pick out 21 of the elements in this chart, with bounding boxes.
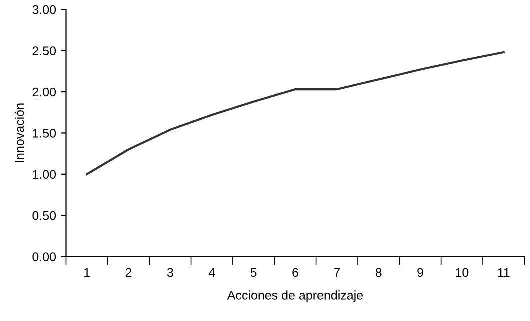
x-tick-label: 3: [167, 268, 174, 278]
y-tick-label: 1.50: [33, 129, 56, 138]
x-tick-label: 9: [418, 268, 424, 278]
y-axis-title: Innovación: [14, 104, 24, 162]
y-tick-label: 2.50: [32, 46, 56, 56]
y-tick-label: 2.00: [32, 88, 56, 97]
x-tick-label: 7: [334, 268, 340, 277]
x-tick-label: 4: [208, 268, 216, 277]
x-tick-label: 8: [376, 268, 382, 278]
x-axis-title: Acciones de aprendizaje: [227, 290, 364, 302]
y-tick-label: 0.00: [32, 252, 56, 262]
x-tick-label: 6: [292, 268, 298, 278]
x-tick-label: 2: [126, 268, 132, 277]
x-tick-label: 10: [456, 268, 469, 278]
x-tick-label: 1: [84, 268, 90, 277]
x-tick-label: 5: [250, 268, 257, 278]
y-tick-label: 1.00: [33, 170, 56, 180]
y-tick-label: 3.00: [32, 5, 56, 14]
y-tick-label: 0.50: [32, 211, 56, 220]
x-tick-label: 11: [498, 268, 510, 277]
line-series: [86, 51, 505, 176]
